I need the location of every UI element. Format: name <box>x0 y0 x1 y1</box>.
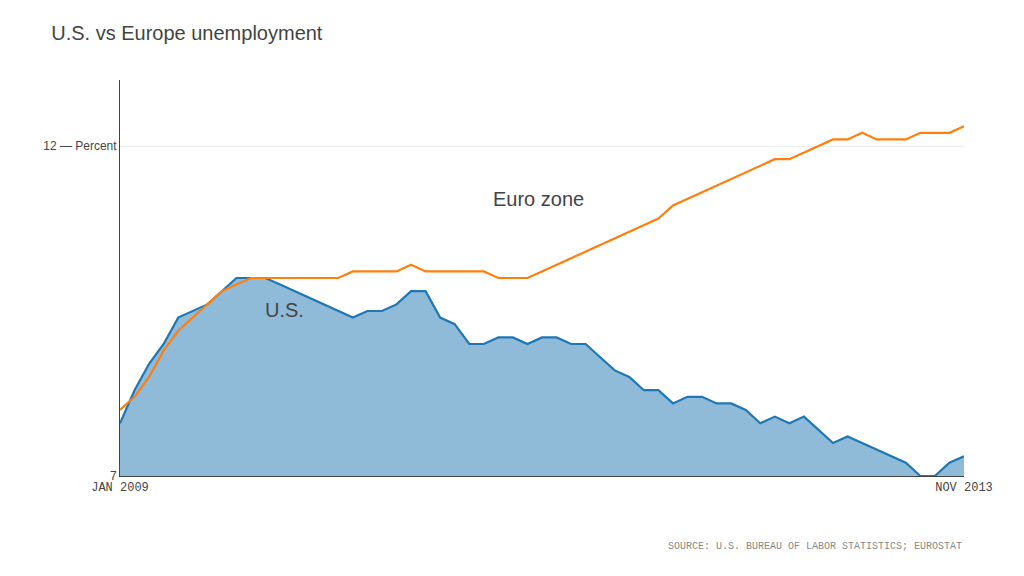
svg-text:12 — Percent: 12 — Percent <box>43 139 117 153</box>
svg-text:SOURCE: U.S. BUREAU OF LABOR S: SOURCE: U.S. BUREAU OF LABOR STATISTICS;… <box>668 541 962 552</box>
svg-text:JAN 2009: JAN 2009 <box>91 481 149 495</box>
svg-text:7: 7 <box>110 469 117 483</box>
svg-text:NOV 2013: NOV 2013 <box>935 481 993 495</box>
svg-text:U.S. vs Europe unemployment: U.S. vs Europe unemployment <box>51 22 323 44</box>
svg-text:U.S.: U.S. <box>265 299 304 321</box>
svg-text:Euro zone: Euro zone <box>493 188 584 210</box>
